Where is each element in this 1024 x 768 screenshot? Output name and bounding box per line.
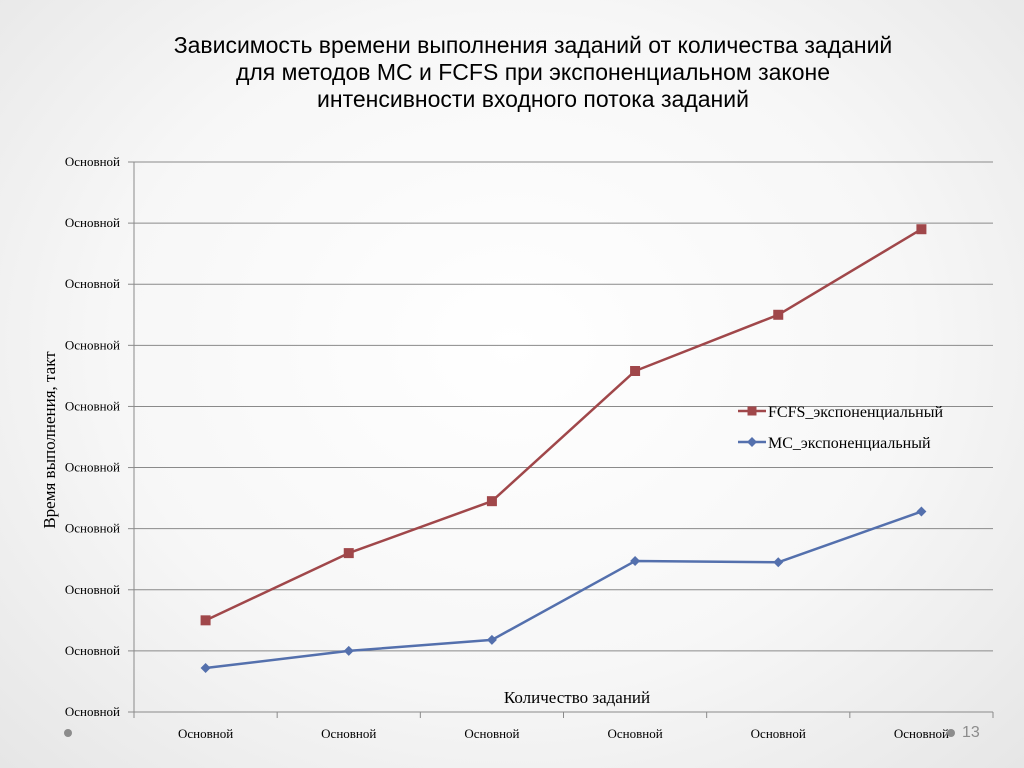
right-nav-dot [947,729,955,737]
y-tick-labels: Основной Основной Основной Основной Основной… [65,154,120,719]
x-axis-title: Количество заданий [504,688,650,707]
y-tick-label: Основной [65,337,120,352]
data-point-diamond [343,645,354,656]
series-layer [200,224,927,673]
x-tick-label: Основной [178,726,233,741]
x-tick-label: Основной [321,726,376,741]
data-point-diamond [630,556,641,567]
y-tick-label: Основной [65,460,120,475]
series-line-1 [205,228,923,622]
y-tick-label: Основной [65,643,120,658]
data-point-square [343,548,354,559]
legend-marker-square [747,406,757,416]
data-point-diamond [916,506,927,517]
title-line-2: для методов МС и FCFS при экспоненциальн… [235,59,831,85]
gridlines [134,161,993,652]
title-line-3: интенсивности входного потока заданий [317,86,749,112]
x-tick-labels: Основной Основной Основной Основной Основной… [178,726,949,741]
data-point-square [773,309,784,320]
page-number: 13 [962,724,980,741]
data-point-diamond [486,634,497,645]
data-point-diamond [773,557,784,568]
x-tick-label: Основной [894,726,949,741]
slide-title: Зависимость времени выполнения заданий о… [60,32,1006,113]
y-tick-label: Основной [65,154,120,169]
data-point-square [200,615,211,626]
series-line-2 [205,510,922,670]
data-point-diamond [200,663,211,673]
x-tick-label: Основной [607,726,662,741]
legend-marker-diamond [747,437,757,447]
data-point-square [630,366,641,376]
y-axis-title: Время выполнения, такт [40,351,59,529]
data-point-square [486,496,497,507]
legend-label: FCFS_экспоненциальный [768,404,943,421]
axes [128,161,994,718]
x-tick-label: Основной [464,726,519,741]
title-line-1: Зависимость времени выполнения заданий о… [173,32,893,58]
x-tick-label: Основной [751,726,806,741]
y-tick-label: Основной [65,704,120,719]
y-tick-label: Основной [65,398,120,413]
y-tick-label: Основной [65,521,120,536]
y-tick-label: Основной [65,276,120,291]
y-tick-label: Основной [65,582,120,597]
left-nav-dot [64,729,72,737]
y-tick-label: Основной [65,215,120,230]
data-point-square [916,224,927,235]
legend-label: МС_экспоненциальный [768,435,931,452]
legend: FCFS_экспоненциальный МС_экспоненциальный [738,404,943,452]
